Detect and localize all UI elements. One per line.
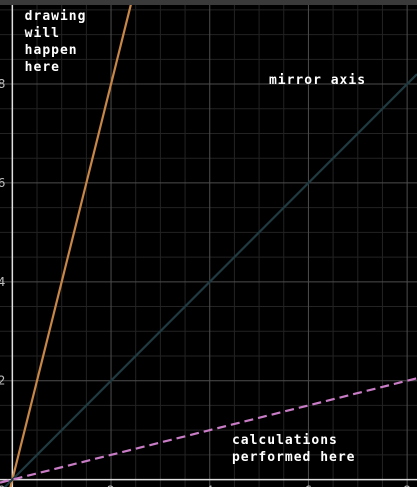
y-tick-label: 4: [0, 275, 5, 289]
x-tick-label: 0: [0, 484, 5, 487]
drawn-line: [9, 0, 134, 487]
top-bar: [0, 0, 417, 5]
calculation-line: [0, 377, 417, 484]
annotation-line: performed here: [232, 450, 356, 465]
x-tick-label: 6: [304, 484, 312, 487]
calculations-annotation: calculations performed here: [232, 433, 356, 465]
annotations: drawing will happen here mirror axis calculat…: [25, 9, 366, 465]
drawing-annotation: drawing will happen here: [25, 9, 87, 75]
annotation-line: will: [25, 26, 60, 41]
y-tick-label: 8: [0, 77, 5, 91]
annotation-line: mirror axis: [269, 73, 366, 88]
annotation-line: happen: [25, 43, 78, 58]
mirror-axis-annotation: mirror axis: [269, 73, 366, 88]
annotation-line: drawing: [25, 9, 87, 24]
y-tick-label: 6: [0, 176, 5, 190]
mirror-axis-line: [3, 73, 417, 487]
y-tick-label: 2: [0, 374, 5, 388]
x-tick-label: 2: [107, 484, 115, 487]
x-tick-label: 8: [403, 484, 411, 487]
annotation-line: here: [25, 60, 60, 75]
annotation-line: calculations: [232, 433, 338, 448]
x-tick-label: 4: [206, 484, 214, 487]
tick-labels: 0 2 4 6 8 2 4 6 8: [0, 77, 411, 487]
